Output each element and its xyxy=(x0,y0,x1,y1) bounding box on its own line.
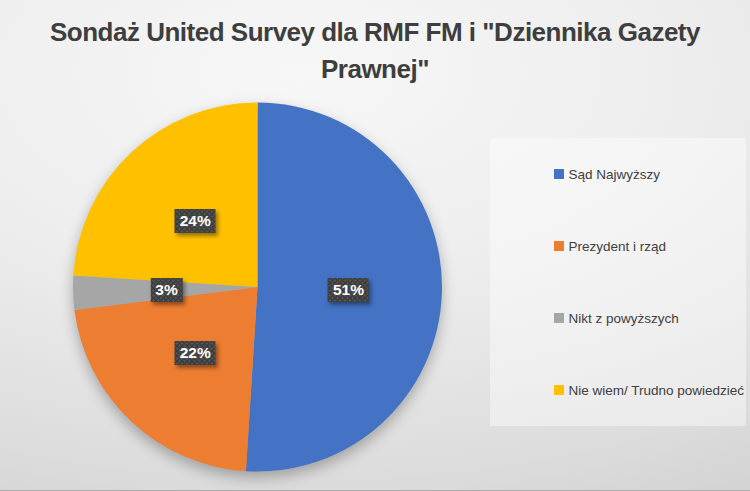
legend-label: Sąd Najwyższy xyxy=(569,167,661,182)
legend-label: Nikt z powyższych xyxy=(569,311,679,326)
chart-frame: Sondaż United Survey dla RMF FM i "Dzien… xyxy=(0,0,750,491)
legend-label: Prezydent i rząd xyxy=(569,239,667,254)
data-label: 24% xyxy=(175,209,216,233)
data-label: 3% xyxy=(150,278,182,302)
legend-swatch xyxy=(554,313,564,323)
legend-item: Sąd Najwyższy xyxy=(554,167,746,182)
legend-label: Nie wiem/ Trudno powiedzieć xyxy=(569,383,745,398)
legend-item: Nikt z powyższych xyxy=(554,311,746,326)
legend-swatch xyxy=(554,385,564,395)
legend-item: Prezydent i rząd xyxy=(554,239,746,254)
data-label: 22% xyxy=(175,341,216,365)
legend: Sąd Najwyższy Prezydent i rząd Nikt z powy… xyxy=(490,138,746,426)
pie-slice-4 xyxy=(73,103,257,288)
legend-swatch xyxy=(554,169,564,179)
pie-slice-2 xyxy=(74,287,257,471)
legend-panel: Sąd Najwyższy Prezydent i rząd Nikt z powy… xyxy=(490,138,746,426)
legend-item: Nie wiem/ Trudno powiedzieć xyxy=(554,383,746,398)
legend-swatch xyxy=(554,241,564,251)
data-label: 51% xyxy=(328,278,369,302)
